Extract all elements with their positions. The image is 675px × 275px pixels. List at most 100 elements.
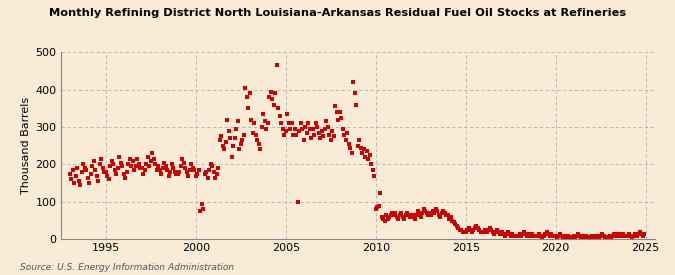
Point — [469, 226, 480, 230]
Point — [367, 168, 378, 172]
Point — [276, 121, 287, 125]
Point — [360, 155, 371, 159]
Point — [429, 211, 439, 215]
Point — [129, 168, 140, 172]
Point — [115, 160, 126, 165]
Point — [264, 95, 275, 99]
Point — [111, 172, 122, 176]
Point — [96, 157, 107, 161]
Point — [288, 132, 298, 137]
Point — [87, 164, 98, 169]
Point — [577, 233, 588, 238]
Point — [452, 224, 462, 228]
Point — [298, 138, 309, 142]
Point — [442, 213, 453, 217]
Point — [446, 214, 456, 219]
Point — [421, 211, 432, 215]
Point — [345, 145, 356, 150]
Point — [199, 172, 210, 176]
Point — [535, 233, 546, 238]
Point — [408, 214, 418, 219]
Point — [381, 213, 392, 217]
Point — [396, 211, 406, 215]
Point — [555, 232, 566, 236]
Point — [450, 222, 460, 227]
Point — [95, 162, 105, 167]
Point — [226, 155, 237, 159]
Point — [543, 232, 554, 236]
Point — [436, 211, 447, 215]
Point — [189, 168, 200, 172]
Point — [576, 235, 587, 240]
Point — [263, 121, 273, 125]
Point — [141, 162, 152, 167]
Point — [372, 205, 383, 210]
Point — [310, 121, 321, 125]
Point — [151, 168, 162, 172]
Point — [402, 211, 412, 215]
Point — [463, 226, 474, 230]
Point — [441, 213, 452, 217]
Point — [207, 164, 217, 169]
Point — [479, 230, 489, 234]
Point — [636, 232, 647, 236]
Point — [609, 232, 620, 236]
Point — [313, 130, 324, 135]
Point — [255, 147, 266, 152]
Point — [331, 110, 342, 114]
Point — [265, 89, 276, 94]
Point — [91, 174, 102, 178]
Point — [366, 162, 377, 167]
Point — [554, 233, 564, 238]
Point — [282, 112, 293, 116]
Point — [210, 175, 221, 180]
Point — [198, 207, 209, 211]
Point — [327, 129, 338, 133]
Point — [274, 114, 285, 118]
Point — [340, 138, 351, 142]
Point — [517, 232, 528, 236]
Point — [176, 164, 186, 169]
Point — [209, 170, 219, 174]
Point — [136, 166, 147, 170]
Point — [364, 153, 375, 157]
Point — [351, 102, 362, 107]
Point — [438, 209, 449, 213]
Point — [182, 170, 192, 174]
Point — [608, 233, 618, 238]
Point — [418, 207, 429, 211]
Point — [138, 172, 148, 176]
Point — [204, 168, 215, 172]
Point — [606, 235, 617, 240]
Point — [355, 145, 366, 150]
Point — [546, 232, 557, 236]
Point — [196, 202, 207, 206]
Point — [75, 183, 86, 187]
Point — [126, 164, 136, 169]
Point — [201, 170, 212, 174]
Point — [270, 91, 281, 96]
Point — [483, 228, 493, 232]
Point — [506, 233, 516, 238]
Point — [250, 132, 261, 137]
Point — [481, 230, 492, 234]
Point — [587, 233, 597, 238]
Point — [471, 224, 482, 228]
Point — [501, 232, 512, 236]
Point — [487, 230, 498, 234]
Point — [69, 181, 80, 185]
Point — [409, 216, 420, 221]
Point — [394, 213, 405, 217]
Point — [192, 172, 202, 176]
Point — [243, 106, 254, 111]
Point — [604, 233, 615, 238]
Point — [186, 162, 196, 167]
Point — [147, 151, 158, 155]
Point — [301, 130, 312, 135]
Point — [244, 91, 255, 96]
Point — [213, 166, 223, 170]
Point — [610, 233, 621, 238]
Point — [385, 213, 396, 217]
Point — [112, 166, 123, 170]
Point — [144, 164, 155, 169]
